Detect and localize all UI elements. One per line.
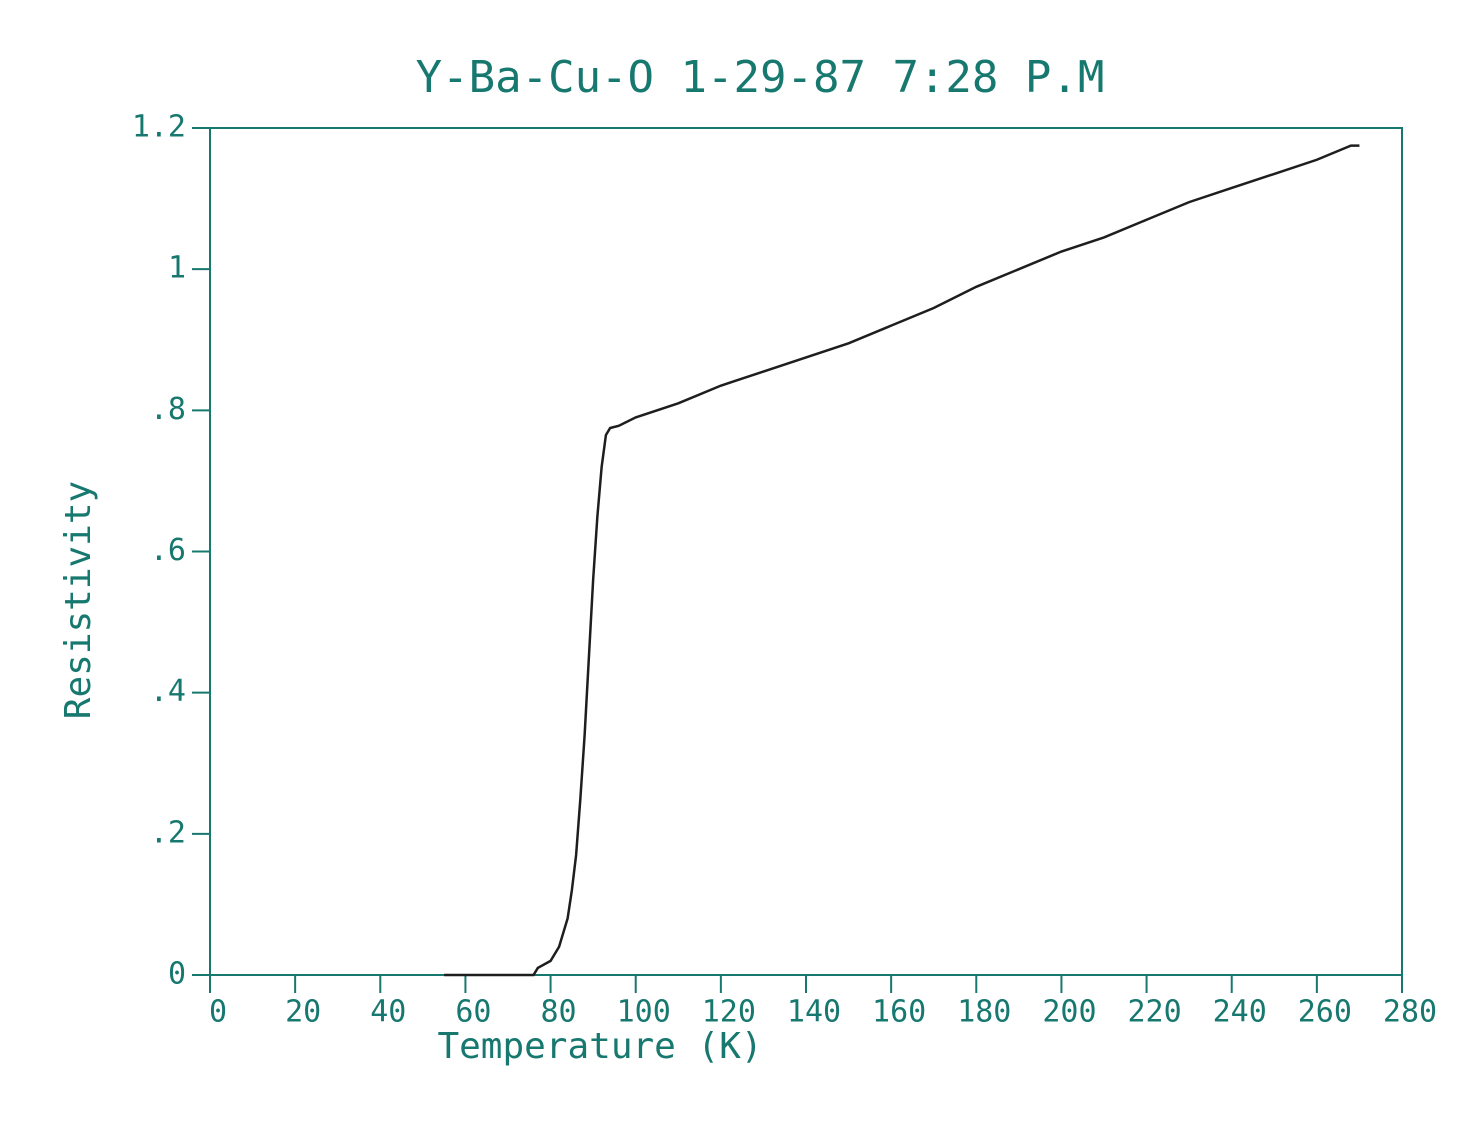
x-tick-label: 180 xyxy=(957,995,1011,1030)
y-axis-label: Resistivity xyxy=(58,481,99,719)
y-tick-label: .8 xyxy=(150,392,186,427)
x-tick-label: 140 xyxy=(787,995,841,1030)
chart-title: Y-Ba-Cu-O 1-29-87 7:28 P.M xyxy=(416,52,1105,103)
y-tick-label: .2 xyxy=(150,815,186,850)
x-tick-label: 200 xyxy=(1042,995,1096,1030)
x-tick-label: 260 xyxy=(1298,995,1352,1030)
x-tick-label: 160 xyxy=(872,995,926,1030)
x-tick-label: 100 xyxy=(617,995,671,1030)
y-tick-label: 1.2 xyxy=(132,110,186,145)
y-tick-label: .4 xyxy=(150,674,186,709)
x-axis-label: Temperature (K) xyxy=(437,1026,762,1067)
y-tick-label: 0 xyxy=(168,957,186,992)
data-line xyxy=(444,144,1360,977)
x-tick-label: 60 xyxy=(455,995,491,1030)
x-tick-label: 120 xyxy=(702,995,756,1030)
x-tick-label: 20 xyxy=(285,995,321,1030)
x-tick-label: 0 xyxy=(209,995,227,1030)
x-tick-label: 240 xyxy=(1213,995,1267,1030)
y-tick-label: 1 xyxy=(168,251,186,286)
x-tick-label: 220 xyxy=(1127,995,1181,1030)
x-tick-label: 40 xyxy=(370,995,406,1030)
y-tick-label: .6 xyxy=(150,533,186,568)
x-tick-label: 80 xyxy=(541,995,577,1030)
x-tick-label: 280 xyxy=(1383,995,1437,1030)
plot-frame xyxy=(209,127,1403,976)
